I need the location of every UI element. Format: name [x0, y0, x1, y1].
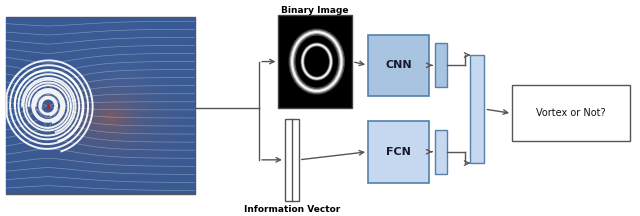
Text: FCN: FCN [386, 147, 411, 157]
Bar [512, 85, 630, 141]
Bar [6, 17, 195, 194]
Bar [470, 55, 484, 163]
Text: Binary Image: Binary Image [282, 6, 349, 16]
Bar [285, 119, 299, 201]
Bar [278, 15, 352, 108]
Text: Vortex or Not?: Vortex or Not? [536, 108, 606, 118]
Text: Information Vector: Information Vector [244, 205, 340, 214]
Text: CNN: CNN [385, 60, 412, 70]
Bar [368, 121, 429, 183]
Bar [435, 43, 447, 87]
Bar [368, 35, 429, 96]
Bar [435, 130, 447, 174]
